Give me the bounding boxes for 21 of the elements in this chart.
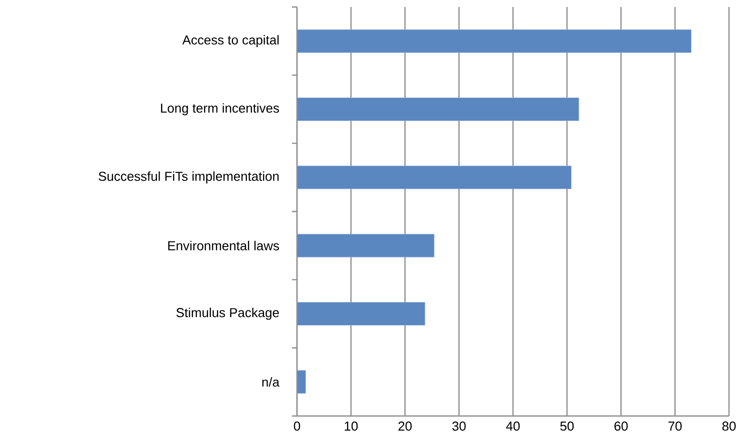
x-tick-label: 10 xyxy=(344,422,358,431)
y-tick-label: Stimulus Package xyxy=(176,308,279,320)
x-tick-label: 30 xyxy=(452,422,466,431)
bar xyxy=(297,234,434,258)
bar xyxy=(297,302,426,326)
y-tick-label: Access to capital xyxy=(182,35,279,48)
x-tick-label: 20 xyxy=(398,422,412,431)
x-tick-label: 40 xyxy=(506,422,520,431)
x-tick-label: 60 xyxy=(614,422,628,431)
y-tick-label: Long term incentives xyxy=(161,103,279,116)
bar xyxy=(297,29,692,53)
bar xyxy=(297,166,572,190)
y-tick-label: Environmental laws xyxy=(168,240,279,250)
bar xyxy=(297,370,306,394)
x-tick-label: 70 xyxy=(668,422,682,431)
y-tick-label: Successful FiTs implementation xyxy=(98,171,279,184)
x-tick-label: 80 xyxy=(722,422,736,431)
x-tick-label: 50 xyxy=(560,422,574,431)
x-tick-label: 0 xyxy=(294,422,300,431)
bar xyxy=(297,98,580,121)
y-tick-label: n/a xyxy=(262,377,280,387)
